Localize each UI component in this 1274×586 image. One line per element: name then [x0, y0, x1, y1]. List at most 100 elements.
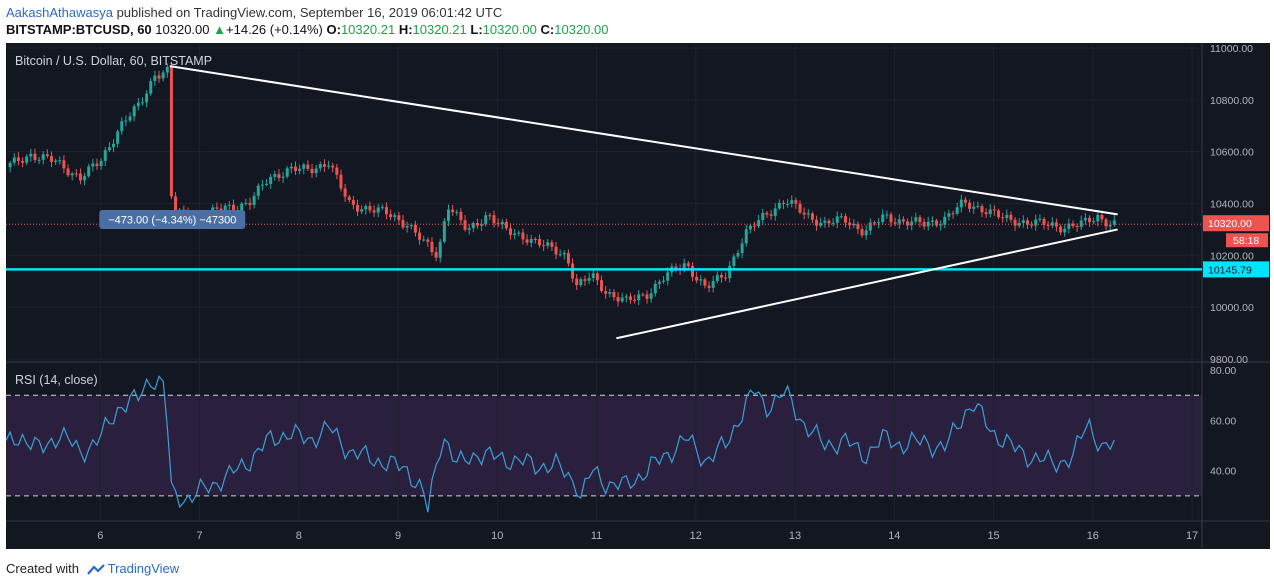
- candle-body: [992, 209, 996, 211]
- candle-body: [480, 224, 484, 226]
- candle-body: [438, 241, 442, 258]
- candle-body: [397, 215, 401, 221]
- candle-body: [831, 222, 835, 224]
- candle-body: [252, 195, 256, 205]
- tradingview-brand[interactable]: TradingView: [107, 561, 180, 576]
- candle-body: [343, 188, 347, 197]
- candle-body: [434, 252, 438, 258]
- candle-body: [103, 150, 107, 161]
- x-tick-label: 10: [491, 530, 503, 542]
- candle-body: [794, 200, 798, 204]
- footer: Created with TradingView: [6, 561, 179, 577]
- candle-body: [620, 297, 624, 302]
- candle-body: [174, 196, 178, 212]
- candle-body: [1067, 223, 1071, 229]
- candle-body: [542, 245, 546, 247]
- candle-body: [761, 212, 765, 221]
- candle-body: [277, 174, 281, 178]
- author-link[interactable]: AakashAthawasya: [6, 5, 113, 20]
- candle-body: [533, 238, 537, 240]
- close-value: 10320.00: [554, 22, 609, 37]
- candle-body: [608, 292, 612, 294]
- candle-body: [1088, 217, 1092, 223]
- candle-body: [380, 207, 384, 209]
- price-tick-label: 10800.00: [1210, 95, 1254, 107]
- chart-area[interactable]: 6 7 8 9 10 11 12 13 14 15 16 17 11000.00 10800.00 1060…: [5, 43, 1270, 549]
- candle-body: [835, 216, 839, 223]
- candle-body: [1092, 221, 1096, 223]
- candle-body: [128, 116, 132, 121]
- candle-body: [1059, 226, 1063, 233]
- candle-body: [157, 75, 161, 79]
- candle-body: [107, 147, 111, 151]
- open-value: 10320.21: [340, 22, 396, 37]
- open-label: O:: [326, 22, 341, 37]
- candle-body: [384, 207, 388, 215]
- tradingview-logo-icon: [86, 563, 105, 575]
- candle-body: [91, 163, 95, 167]
- candle-body: [302, 164, 306, 169]
- candle-body: [509, 228, 513, 235]
- candle-body: [600, 280, 604, 292]
- candle-body: [1021, 220, 1025, 223]
- candle-body: [653, 283, 657, 294]
- price-chart-svg[interactable]: 6 7 8 9 10 11 12 13 14 15 16 17 11000.00 10800.00 1060…: [5, 43, 1270, 549]
- candle-body: [455, 211, 459, 213]
- candle-body: [1034, 219, 1038, 226]
- candle-body: [95, 163, 99, 167]
- candle-body: [934, 220, 938, 226]
- candle-body: [1005, 214, 1009, 218]
- rsi-line: [5, 375, 1115, 513]
- candle-body: [500, 221, 504, 225]
- candle-body: [306, 164, 310, 169]
- candle-body: [244, 202, 248, 204]
- candle-body: [744, 229, 748, 244]
- candle-body: [293, 166, 297, 171]
- candle-body: [554, 246, 558, 255]
- candle-body: [790, 200, 794, 204]
- candle-body: [25, 156, 29, 163]
- candle-body: [327, 165, 331, 167]
- candle-body: [1063, 228, 1067, 233]
- candle-body: [955, 207, 959, 214]
- candle-body: [686, 263, 690, 266]
- x-tick-label: 14: [888, 530, 900, 542]
- candle-body: [930, 220, 934, 222]
- candle-body: [769, 214, 773, 216]
- candle-body: [844, 216, 848, 223]
- candle-body: [310, 168, 314, 174]
- candle-body: [736, 253, 740, 257]
- candle-body: [872, 222, 876, 224]
- candle-body: [666, 272, 670, 281]
- rsi-tick-label: 80.00: [1210, 365, 1236, 377]
- candle-body: [78, 173, 82, 181]
- candle-body: [910, 221, 914, 226]
- candle-body: [691, 265, 695, 277]
- candle-body: [819, 222, 823, 226]
- candle-body: [1071, 223, 1075, 227]
- candle-body: [145, 93, 149, 103]
- candle-body: [546, 242, 550, 246]
- candle-body: [587, 278, 591, 281]
- x-tick-label: 7: [196, 530, 202, 542]
- candle-body: [1025, 220, 1029, 225]
- x-tick-label: 12: [690, 530, 702, 542]
- candle-body: [285, 168, 289, 177]
- rsi-pane-title: RSI (14, close): [15, 373, 98, 387]
- candle-body: [227, 204, 231, 206]
- candle-body: [976, 206, 980, 208]
- candle-body: [595, 273, 599, 281]
- candle-body: [116, 131, 120, 144]
- candle-body: [802, 212, 806, 215]
- candle-body: [1096, 215, 1100, 222]
- candle-body: [83, 176, 87, 181]
- candle-body: [997, 210, 1001, 218]
- candle-body: [16, 157, 20, 161]
- candle-body: [728, 265, 732, 279]
- candle-body: [612, 292, 616, 298]
- candle-body: [8, 162, 12, 168]
- candle-body: [579, 279, 583, 286]
- created-with-text: Created with: [6, 561, 79, 576]
- candle-body: [537, 238, 541, 246]
- candle-body: [413, 224, 417, 233]
